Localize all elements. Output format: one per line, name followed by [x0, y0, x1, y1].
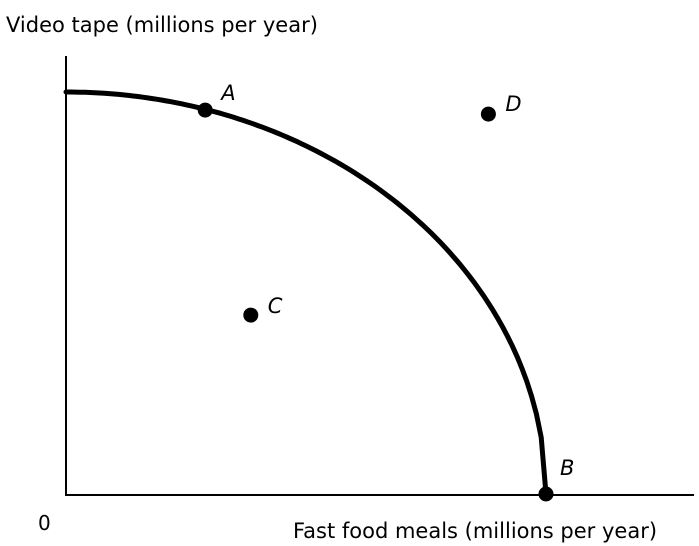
point-d-marker — [480, 106, 496, 122]
point-b-label: B — [560, 456, 574, 480]
point-b-marker — [538, 486, 554, 502]
ppf-curve — [63, 89, 549, 497]
point-a-label: A — [219, 81, 235, 105]
point-c-label: C — [268, 294, 283, 318]
points-layer: A B C D — [197, 81, 574, 502]
point-a-marker — [197, 102, 213, 118]
point-c-marker — [243, 307, 259, 323]
y-axis-label: Video tape (millions per year) — [6, 13, 318, 37]
x-axis-label: Fast food meals (millions per year) — [293, 519, 657, 543]
point-d-label: D — [505, 92, 521, 116]
origin-label: 0 — [38, 511, 51, 535]
